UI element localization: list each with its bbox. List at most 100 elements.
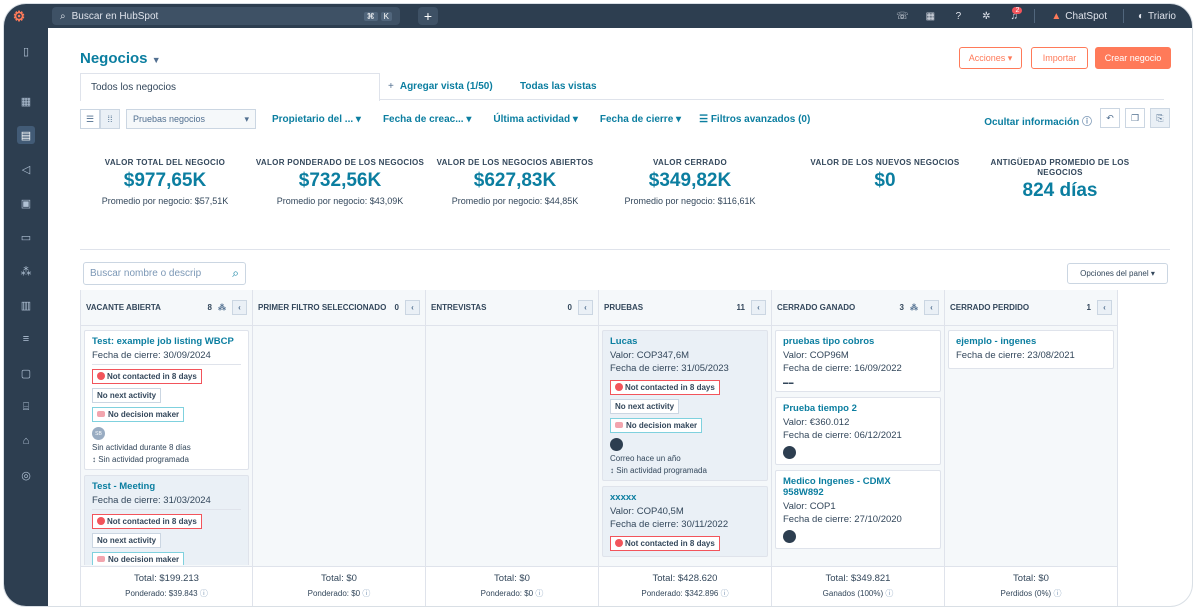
marketing-icon[interactable]: ◁: [21, 163, 31, 176]
last-activity-filter[interactable]: Última actividad ▾: [493, 113, 578, 125]
hubspot-logo-icon[interactable]: ⚙: [12, 7, 26, 24]
column-footer: Total: $0 Ponderado: $0 ⓘ: [426, 566, 598, 606]
account-menu[interactable]: ◐ Triario: [1137, 10, 1176, 22]
import-button[interactable]: Importar: [1031, 47, 1088, 69]
column-footer: Total: $0 Ponderado: $0 ⓘ: [253, 566, 425, 606]
stat-total-value: VALOR TOTAL DEL NEGOCIO $977,65K Promedio …: [101, 158, 229, 206]
undo-icon[interactable]: ↶: [1100, 108, 1120, 128]
board-column: CERRADO GANADO 3 ⁂ ‹ pruebas tipo cobros Va…: [772, 290, 945, 606]
deal-card[interactable]: Test - Meeting Fecha de cierre: 31/03/20…: [84, 475, 249, 565]
divider: [1034, 9, 1036, 23]
info-icon: ⓘ: [535, 589, 544, 598]
top-nav-icons: ☏ ▦ ? ✲ ♫ 2 ▲ ChatSpot ◐ Triario: [888, 4, 1192, 28]
tab-all-deals[interactable]: Todos los negocios: [80, 73, 380, 101]
advanced-filters-button[interactable]: ☰ Filtros avanzados (0): [699, 113, 811, 125]
board-column: VACANTE ABIERTA 8 ⁂ ‹ Test: example job lis…: [80, 290, 253, 606]
info-icon: ⓘ: [885, 589, 894, 598]
collapse-column-button[interactable]: ‹: [1097, 300, 1112, 315]
pipeline-select[interactable]: Pruebas negocios ▾: [126, 109, 256, 129]
created-date-filter[interactable]: Fecha de creac... ▾: [382, 113, 472, 125]
company-logo-icon: [783, 530, 796, 543]
board-search-input[interactable]: Buscar nombre o descrip ⌕: [83, 262, 246, 285]
deal-card[interactable]: xxxxx Valor: COP40,5M Fecha de cierre: 3…: [602, 486, 768, 557]
column-header: CERRADO PERDIDO 1 ‹: [945, 290, 1117, 326]
info-icon: ⓘ: [1053, 589, 1062, 598]
top-nav-bar: ⚙ ⌕ Buscar en HubSpot ⌘ K + ☏ ▦ ? ✲ ♫ 2 ▲ C…: [4, 4, 1192, 28]
avatar: SB: [92, 427, 105, 440]
no-next-activity-tag: No next activity: [92, 388, 162, 403]
deal-card[interactable]: Lucas Valor: COP347,6M Fecha de cierre: …: [602, 330, 768, 481]
deal-card[interactable]: Medico Ingenes - CDMX 958W892 Valor: COP…: [775, 470, 941, 549]
contacts-icon[interactable]: ▤: [17, 126, 35, 144]
global-search-input[interactable]: ⌕ Buscar en HubSpot ⌘ K: [52, 7, 400, 25]
chatspot-button[interactable]: ▲ ChatSpot: [1051, 10, 1107, 22]
automation-icon[interactable]: ⁂: [910, 303, 918, 312]
collapse-column-button[interactable]: ‹: [924, 300, 939, 315]
all-views-link[interactable]: Todas las vistas: [520, 81, 597, 92]
bookmark-icon[interactable]: ▯: [22, 45, 30, 58]
phone-icon[interactable]: ☏: [896, 10, 909, 22]
info-icon: ⓘ: [199, 589, 208, 598]
not-contacted-tag: Not contacted in 8 days: [610, 536, 720, 551]
board-column: CERRADO PERDIDO 1 ‹ ejemplo - ingenes Fech…: [945, 290, 1118, 606]
view-tabs: Todos los negocios + Agregar vista (1/50)…: [80, 73, 1164, 101]
notifications-bell-icon[interactable]: ♫ 2: [1000, 6, 1028, 22]
notification-badge: 2: [1012, 6, 1023, 14]
column-footer: Total: $0 Perdidos (0%) ⓘ: [945, 566, 1117, 606]
collapse-column-button[interactable]: ‹: [578, 300, 593, 315]
reporting-icon[interactable]: ▥: [20, 299, 32, 312]
stat-new-deals-value: VALOR DE LOS NUEVOS NEGOCIOS $0: [810, 158, 960, 191]
column-footer: Total: $428.620 Ponderado: $342.896 ⓘ: [599, 566, 771, 606]
collapse-column-button[interactable]: ‹: [232, 300, 247, 315]
owner-filter[interactable]: Propietario del ... ▾: [272, 113, 361, 125]
add-view-button[interactable]: + Agregar vista (1/50): [388, 81, 493, 92]
automation-icon[interactable]: ⁂: [20, 265, 32, 278]
deal-card[interactable]: pruebas tipo cobros Valor: COP96M Fecha …: [775, 330, 941, 392]
store-icon[interactable]: ⌂: [22, 435, 30, 447]
save-view-icon[interactable]: ⎘: [1150, 108, 1170, 128]
marketplace-icon[interactable]: ▦: [925, 10, 936, 22]
library-icon[interactable]: ▢: [20, 367, 32, 380]
collapse-column-button[interactable]: ‹: [751, 300, 766, 315]
workspaces-icon[interactable]: ▦: [20, 95, 32, 108]
not-contacted-tag: Not contacted in 8 days: [92, 369, 202, 384]
list-view-icon[interactable]: ☰: [80, 109, 100, 129]
not-contacted-tag: Not contacted in 8 days: [610, 380, 720, 395]
close-date-filter[interactable]: Fecha de cierre ▾: [599, 113, 682, 125]
search-placeholder: Buscar en HubSpot: [71, 10, 159, 22]
board-view-icon[interactable]: ⁞⁞: [100, 109, 120, 129]
main-content: Negocios ▼ Acciones ▾ Importar Crear neg…: [48, 28, 1192, 606]
create-deal-button[interactable]: Crear negocio: [1095, 47, 1171, 69]
commerce-icon[interactable]: ▭: [20, 231, 32, 244]
panel-options-button[interactable]: Opciones del panel ▾: [1067, 263, 1168, 284]
info-icon: ⓘ: [362, 589, 371, 598]
no-decision-maker-tag: No decision maker: [610, 418, 703, 433]
quick-create-button[interactable]: +: [418, 7, 438, 25]
automation-icon[interactable]: ⁂: [218, 303, 226, 312]
development-icon[interactable]: ⌸: [22, 400, 30, 413]
search-icon: ⌕: [232, 266, 239, 280]
collapse-column-button[interactable]: ‹: [405, 300, 420, 315]
column-header: VACANTE ABIERTA 8 ⁂ ‹: [81, 290, 252, 326]
help-icon[interactable]: ?: [955, 10, 962, 22]
deal-card[interactable]: Prueba tiempo 2 Valor: €360.012 Fecha de…: [775, 397, 941, 465]
hide-info-toggle[interactable]: Ocultar información ⓘ: [984, 117, 1092, 128]
info-icon: ⓘ: [1082, 117, 1092, 128]
deal-card[interactable]: ejemplo - ingenes Fecha de cierre: 23/08…: [948, 330, 1114, 369]
summary-stats: VALOR TOTAL DEL NEGOCIO $977,65K Promedio …: [80, 158, 1170, 248]
column-footer: Total: $199.213 Ponderado: $39.843 ⓘ: [81, 566, 252, 606]
actions-button[interactable]: Acciones ▾: [959, 47, 1022, 69]
copy-icon[interactable]: ❐: [1125, 108, 1145, 128]
filter-bar: ☰ ⁞⁞ Pruebas negocios ▾ Propietario del .…: [80, 108, 1170, 130]
no-decision-maker-tag: No decision maker: [92, 407, 185, 422]
deal-card[interactable]: Test: example job listing WBCP Fecha de …: [84, 330, 249, 470]
sliders-icon: ☰: [699, 113, 709, 125]
stat-closed-value: VALOR CERRADO $349,82K Promedio por negoci…: [624, 158, 756, 206]
settings-gear-icon[interactable]: ✲: [982, 10, 991, 22]
board-column: ENTREVISTAS 0 ‹ Total: $0 Ponderado: $0 ⓘ: [426, 290, 599, 606]
settings-icon[interactable]: ◎: [21, 469, 31, 482]
content-icon[interactable]: ▣: [20, 197, 32, 210]
page-title-dropdown[interactable]: Negocios ▼: [80, 50, 161, 67]
data-management-icon[interactable]: ≡: [22, 333, 30, 345]
column-header: ENTREVISTAS 0 ‹: [426, 290, 598, 326]
